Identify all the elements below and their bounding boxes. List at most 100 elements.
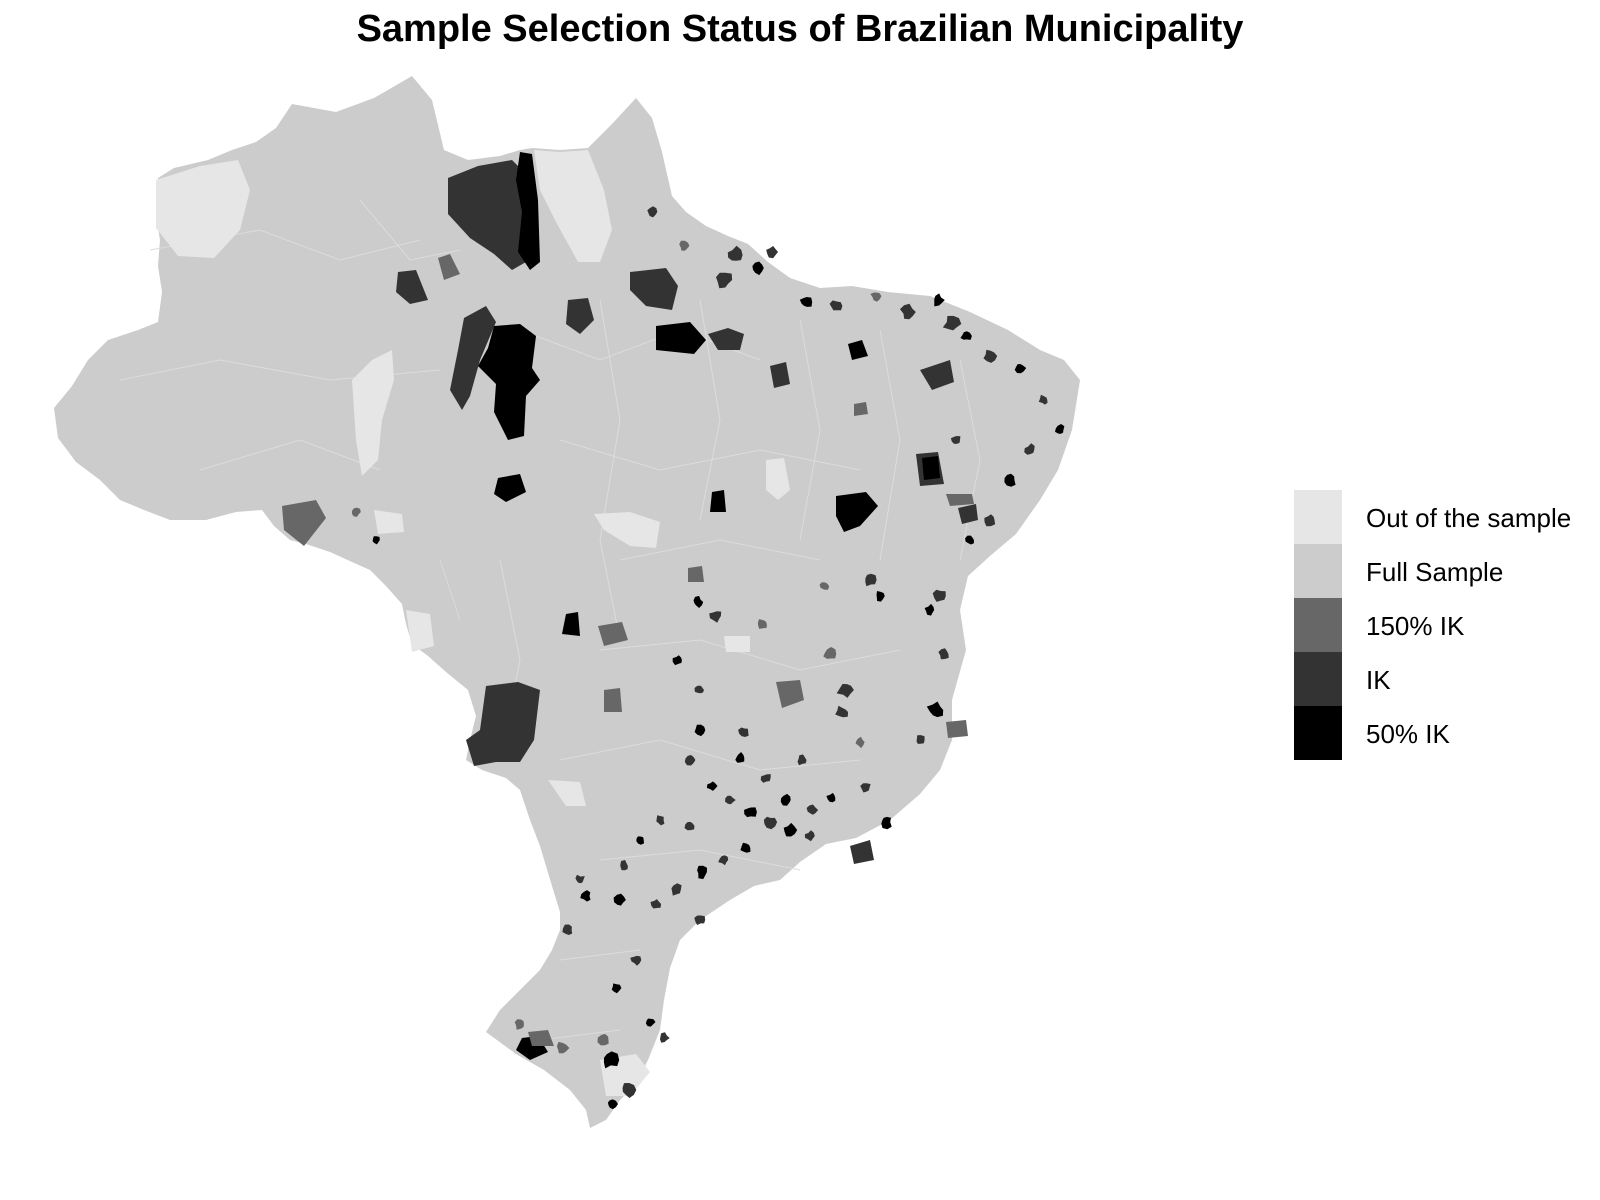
ik-municipality — [647, 206, 658, 218]
ik50-municipality — [799, 297, 813, 307]
ik-municipality — [766, 246, 778, 259]
ik150-municipality — [819, 582, 830, 590]
ik50-municipality — [924, 603, 935, 616]
ik50-region — [922, 456, 940, 480]
ik-municipality — [694, 915, 706, 925]
ik150-region — [438, 254, 460, 280]
out-of-sample-region — [548, 780, 586, 806]
ik-municipality — [835, 705, 849, 718]
ik50-municipality — [603, 1051, 620, 1069]
legend: Out of the sample Full Sample 150% IK IK 50%… — [1294, 490, 1594, 760]
ik50-municipality — [1055, 424, 1065, 434]
ik50-region — [494, 474, 526, 502]
municipality-border — [699, 299, 721, 521]
ik50-municipality — [693, 595, 704, 608]
ik150-municipality — [351, 507, 361, 517]
ik50-municipality — [580, 890, 591, 902]
ik50-municipality — [694, 724, 706, 737]
ik50-municipality — [934, 293, 945, 307]
ik-region — [396, 270, 428, 304]
ik50-municipality — [876, 591, 885, 602]
ik-region — [566, 298, 594, 334]
ik-region — [466, 682, 540, 766]
municipality-border — [959, 359, 981, 561]
ik50-region — [478, 324, 540, 440]
ik-municipality — [562, 924, 573, 935]
ik150-region — [946, 720, 968, 738]
ik150-region — [946, 494, 974, 506]
ik-municipality — [865, 573, 877, 587]
municipality-border — [199, 439, 381, 471]
legend-label: 150% IK — [1366, 611, 1465, 641]
ik-municipality — [804, 830, 815, 842]
ik150-region — [282, 500, 326, 546]
ik-municipality — [660, 1032, 670, 1043]
ik-municipality — [716, 272, 733, 289]
ik50-municipality — [740, 842, 751, 853]
ik150-region — [528, 1030, 554, 1046]
ik-municipality — [950, 436, 961, 444]
out-of-sample-region — [352, 350, 394, 476]
ik-municipality — [938, 648, 949, 660]
ik50-municipality — [965, 535, 974, 545]
ik50-municipality — [697, 865, 707, 880]
ik-region — [850, 840, 874, 864]
municipality-border — [559, 739, 861, 771]
ik150-municipality — [757, 619, 767, 629]
ik50-municipality — [881, 816, 892, 830]
country-outline — [54, 76, 1080, 1128]
ik-municipality — [900, 303, 916, 320]
ik-municipality — [763, 816, 778, 830]
out-of-sample-region — [766, 458, 790, 500]
legend-swatch — [1294, 598, 1342, 652]
legend-swatch — [1294, 706, 1342, 760]
ik-municipality — [860, 783, 871, 793]
ik150-region — [854, 402, 868, 416]
ik-municipality — [760, 774, 771, 783]
ik-municipality — [738, 727, 749, 737]
ik50-municipality — [1004, 473, 1016, 487]
legend-item: IK — [1294, 652, 1594, 706]
out-of-sample-region — [374, 510, 404, 534]
ik-municipality — [1038, 394, 1048, 405]
municipality-border — [559, 949, 641, 961]
ik-municipality — [620, 860, 628, 871]
ik-municipality — [650, 899, 662, 909]
ik50-municipality — [611, 983, 622, 994]
ik50-municipality — [744, 807, 757, 818]
ik50-municipality — [372, 536, 380, 545]
legend-item: 150% IK — [1294, 598, 1594, 652]
ik-municipality — [1024, 443, 1035, 455]
ik50-municipality — [926, 701, 944, 718]
ik-municipality — [984, 514, 996, 527]
municipality-border — [439, 559, 461, 621]
ik-region — [770, 362, 790, 388]
page-title: Sample Selection Status of Brazilian Mun… — [356, 8, 1244, 50]
ik-municipality — [709, 611, 722, 623]
legend-swatch — [1294, 544, 1342, 598]
ik150-municipality — [855, 736, 865, 749]
ik50-region — [848, 340, 868, 360]
ik50-municipality — [645, 1018, 656, 1027]
ik150-municipality — [679, 240, 690, 251]
ik50-municipality — [735, 752, 745, 763]
ik-municipality — [575, 874, 585, 884]
ik50-municipality — [752, 261, 764, 276]
ik-municipality — [916, 735, 925, 744]
ik-region — [450, 306, 496, 410]
legend-label: 50% IK — [1366, 719, 1450, 749]
legend-label: IK — [1366, 665, 1391, 695]
out-of-sample-region — [724, 636, 750, 652]
ik-region — [448, 160, 530, 270]
ik-region — [630, 268, 678, 310]
ik150-region — [776, 680, 804, 708]
ik-municipality — [656, 815, 665, 826]
ik50-municipality — [1014, 364, 1027, 374]
ik-region — [958, 504, 978, 524]
legend-swatch — [1294, 652, 1342, 706]
ik50-municipality — [826, 792, 836, 803]
ik-municipality — [836, 684, 854, 698]
municipality-border — [599, 299, 621, 641]
municipality-border — [559, 439, 861, 471]
